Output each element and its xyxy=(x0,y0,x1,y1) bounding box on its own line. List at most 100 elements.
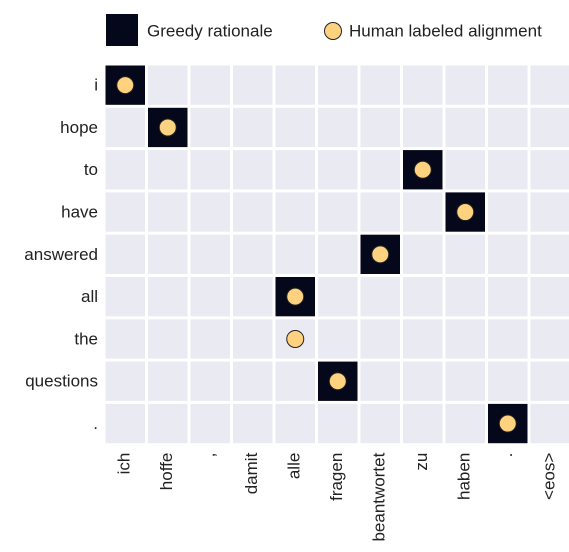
y-tick-label: hope xyxy=(60,118,98,137)
cell xyxy=(275,192,315,232)
x-tick-label: . xyxy=(497,453,516,458)
cell xyxy=(488,65,528,105)
cell xyxy=(190,403,230,444)
human-alignment xyxy=(328,372,347,391)
y-tick-label: to xyxy=(84,160,98,179)
cell xyxy=(148,192,188,232)
cell xyxy=(403,361,443,401)
cell xyxy=(530,192,569,232)
cell xyxy=(233,65,273,105)
cell xyxy=(233,234,273,274)
cell xyxy=(318,319,358,359)
cell xyxy=(445,65,485,105)
x-tick-label: , xyxy=(200,453,219,458)
cell xyxy=(530,65,569,105)
cell xyxy=(445,319,485,359)
cell xyxy=(488,150,528,190)
cell xyxy=(190,319,230,359)
cell xyxy=(445,150,485,190)
cell xyxy=(105,192,145,232)
cell xyxy=(530,361,569,401)
cell xyxy=(190,234,230,274)
cell xyxy=(403,319,443,359)
cell xyxy=(190,65,230,105)
cell xyxy=(403,234,443,274)
cell xyxy=(233,361,273,401)
human-alignment xyxy=(413,160,432,179)
cell xyxy=(445,234,485,274)
cell xyxy=(318,150,358,190)
human-alignment xyxy=(456,203,475,222)
cell xyxy=(488,319,528,359)
cell xyxy=(403,192,443,232)
cell xyxy=(148,65,188,105)
cell xyxy=(233,107,273,148)
cell xyxy=(105,107,145,148)
cell xyxy=(403,107,443,148)
cell xyxy=(148,277,188,317)
cell xyxy=(445,107,485,148)
cell xyxy=(275,107,315,148)
cell xyxy=(360,319,400,359)
cell xyxy=(190,277,230,317)
legend-swatch xyxy=(106,14,138,46)
cell xyxy=(488,107,528,148)
cell xyxy=(233,403,273,444)
cell xyxy=(105,403,145,444)
y-tick-label: i xyxy=(94,76,98,95)
human-alignment xyxy=(286,287,305,306)
human-alignment xyxy=(371,245,390,264)
cell xyxy=(445,361,485,401)
cell xyxy=(318,403,358,444)
cell xyxy=(105,277,145,317)
x-tick-label: <eos> xyxy=(540,453,559,500)
cell xyxy=(488,361,528,401)
x-tick-label: alle xyxy=(285,453,304,479)
x-tick-label: fragen xyxy=(327,453,346,501)
cell xyxy=(190,361,230,401)
cell xyxy=(530,277,569,317)
x-tick-label: haben xyxy=(455,453,474,500)
cell xyxy=(233,319,273,359)
cell xyxy=(275,150,315,190)
cell xyxy=(530,403,569,444)
cell xyxy=(233,150,273,190)
human-alignment xyxy=(116,76,135,95)
human-alignment xyxy=(286,329,305,348)
cell xyxy=(318,65,358,105)
legend-swatch xyxy=(324,22,342,40)
cell xyxy=(275,403,315,444)
cell xyxy=(445,403,485,444)
cell xyxy=(530,234,569,274)
cell xyxy=(275,361,315,401)
cell xyxy=(275,65,315,105)
cell xyxy=(105,361,145,401)
cell xyxy=(360,361,400,401)
human-alignment xyxy=(498,414,517,433)
cell xyxy=(318,107,358,148)
cell xyxy=(403,277,443,317)
cell xyxy=(488,192,528,232)
cell xyxy=(318,277,358,317)
cell xyxy=(190,107,230,148)
cell xyxy=(190,150,230,190)
cell xyxy=(530,150,569,190)
cell xyxy=(275,234,315,274)
cell xyxy=(105,150,145,190)
y-tick-label: have xyxy=(61,203,98,222)
legend-label: Human labeled alignment xyxy=(349,21,542,40)
cell xyxy=(233,277,273,317)
y-tick-label: . xyxy=(93,414,98,433)
cell xyxy=(318,234,358,274)
x-tick-label: hoffe xyxy=(157,453,176,491)
y-tick-label: answered xyxy=(24,245,98,264)
x-tick-label: damit xyxy=(242,452,261,494)
x-tick-label: beantwortet xyxy=(370,452,389,541)
cell xyxy=(488,234,528,274)
cell xyxy=(360,192,400,232)
cell xyxy=(360,150,400,190)
cell xyxy=(445,277,485,317)
cell xyxy=(488,277,528,317)
x-tick-label: zu xyxy=(412,453,431,471)
